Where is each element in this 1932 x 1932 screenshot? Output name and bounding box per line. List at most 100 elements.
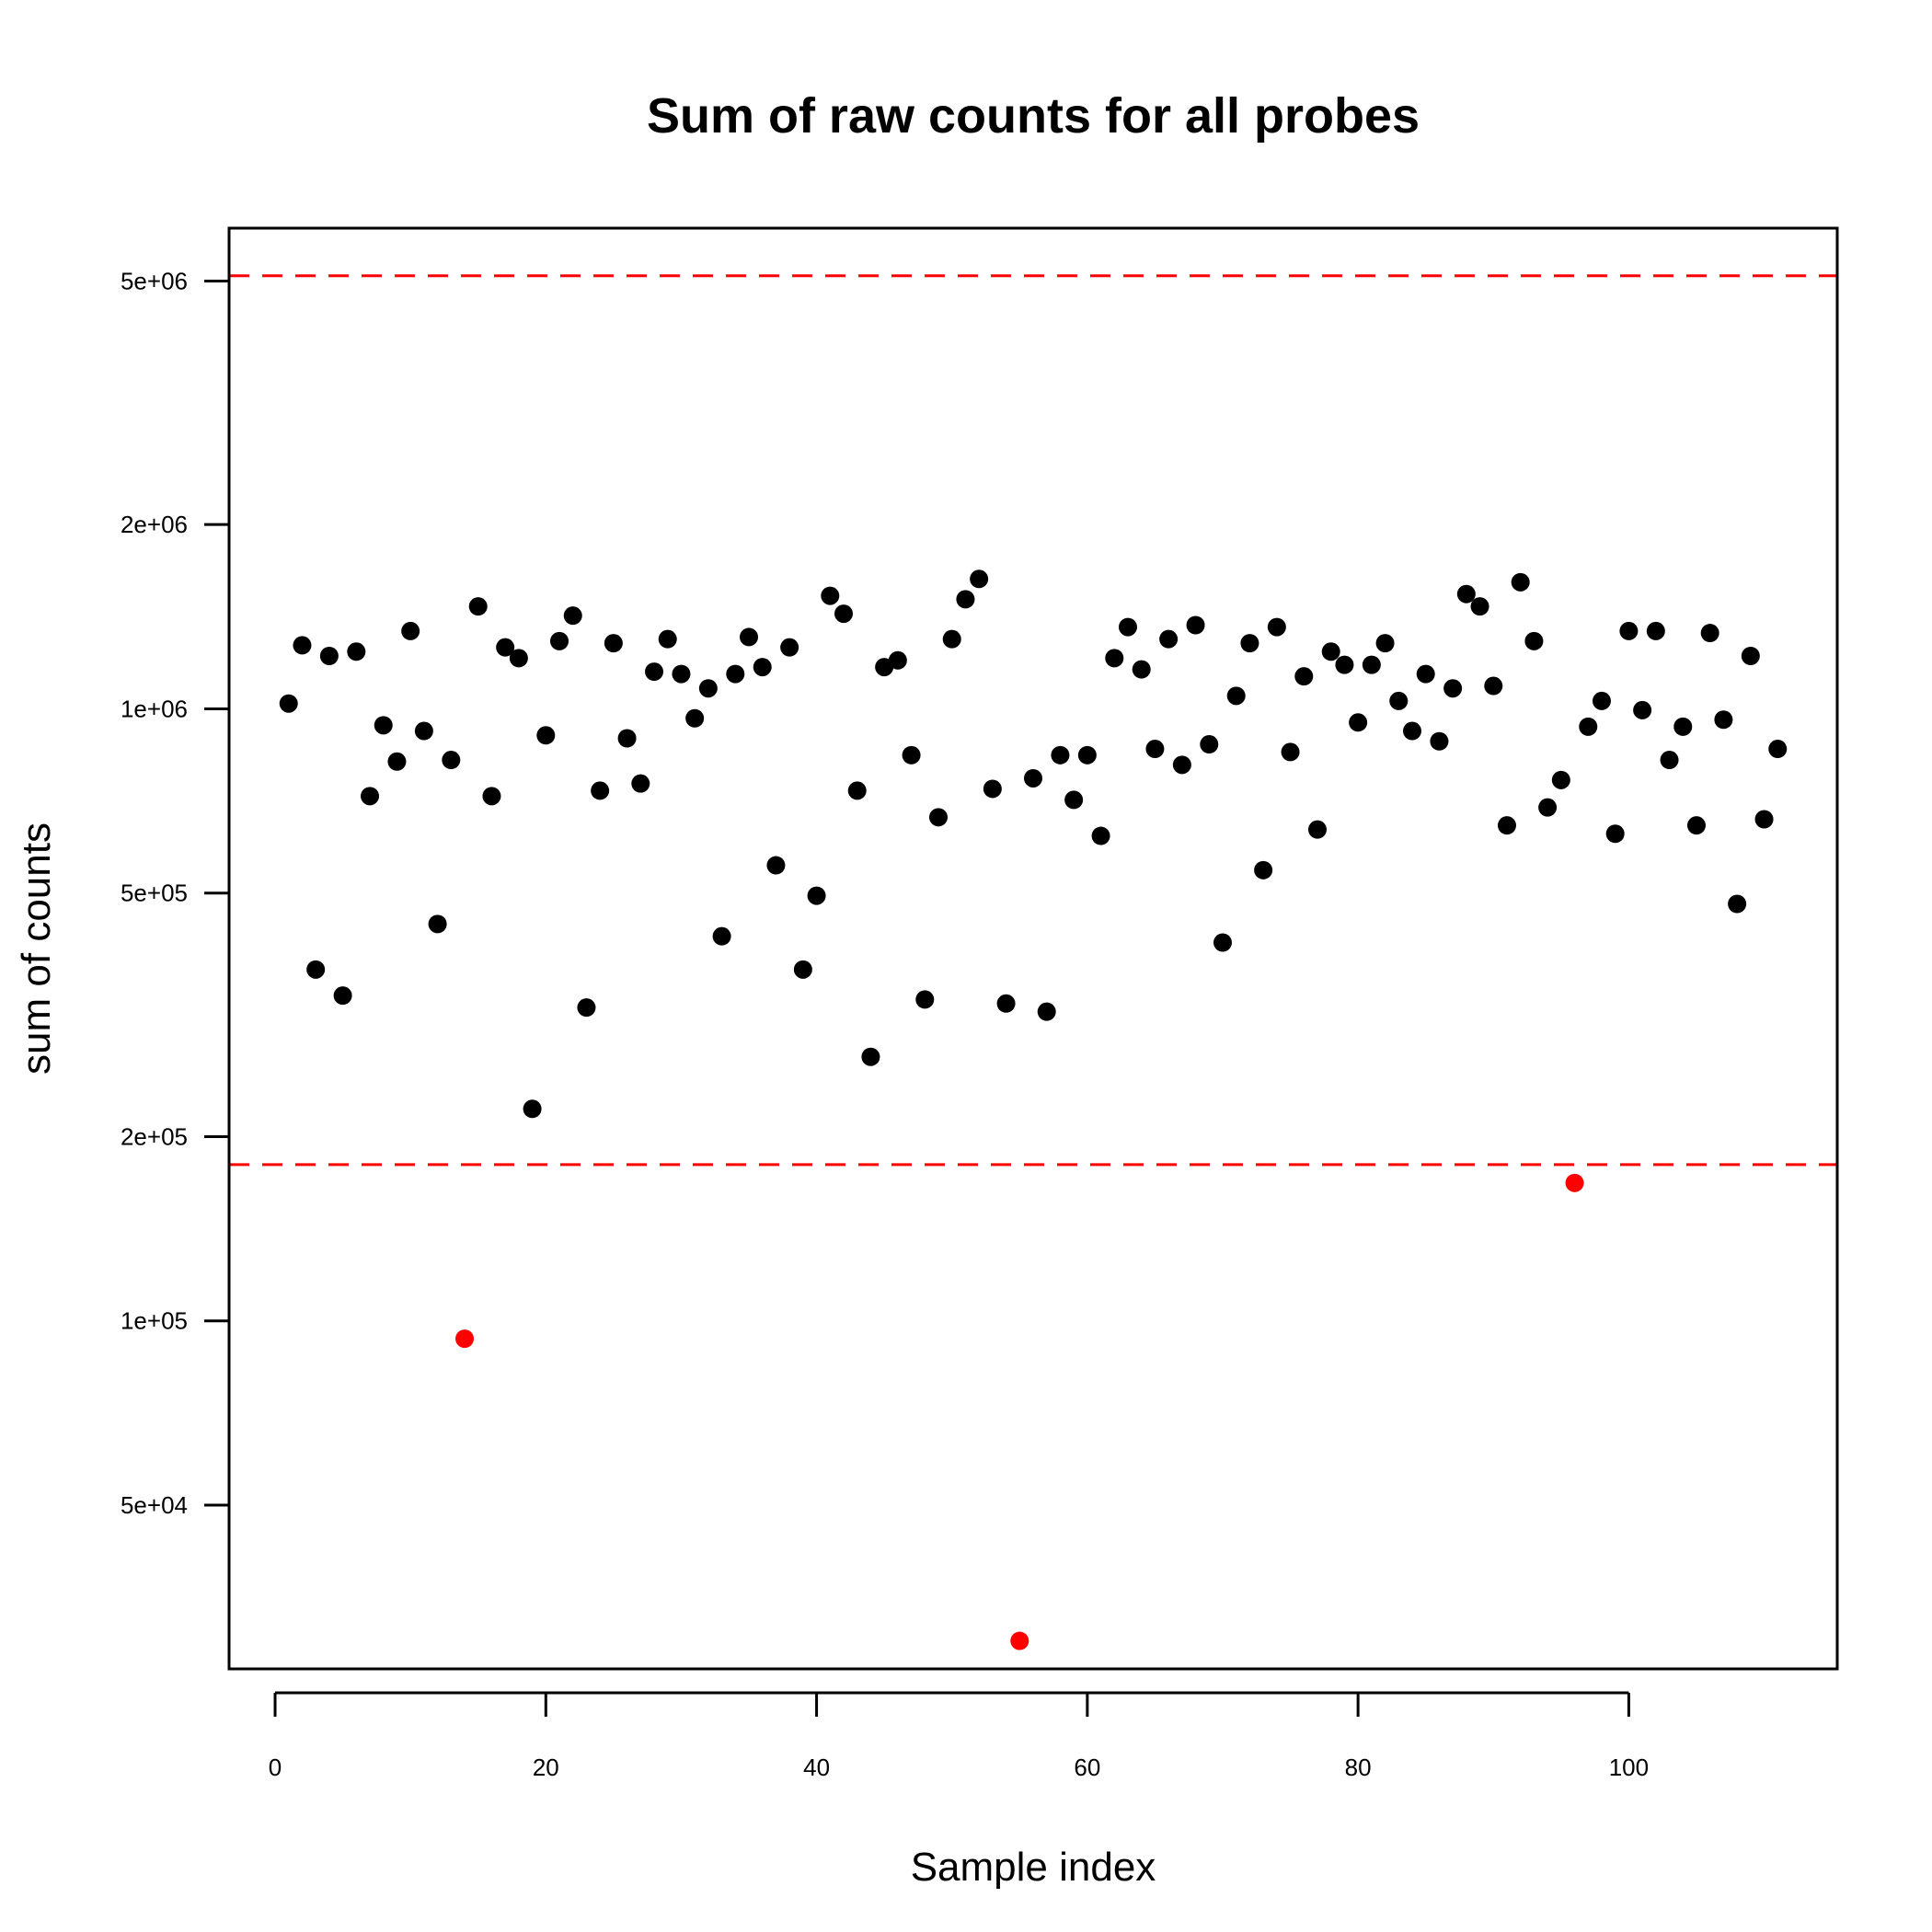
data-point bbox=[698, 679, 718, 698]
y-tick-label: 2e+05 bbox=[121, 1122, 188, 1150]
data-point bbox=[1592, 691, 1611, 710]
x-axis-title: Sample index bbox=[911, 1845, 1156, 1890]
data-point bbox=[807, 886, 826, 905]
data-point bbox=[1741, 646, 1760, 665]
data-point bbox=[1172, 755, 1191, 775]
data-point bbox=[1077, 745, 1097, 765]
data-point bbox=[1267, 617, 1286, 637]
data-point bbox=[279, 694, 298, 713]
x-tick-label: 60 bbox=[1074, 1754, 1100, 1781]
data-point bbox=[401, 621, 420, 640]
data-point bbox=[1633, 700, 1652, 719]
data-point bbox=[523, 1099, 542, 1119]
plot-frame bbox=[227, 226, 1839, 1671]
data-point bbox=[1416, 664, 1435, 684]
data-point bbox=[1362, 655, 1381, 674]
data-point bbox=[550, 631, 569, 650]
data-point bbox=[1307, 820, 1327, 839]
data-point bbox=[1091, 826, 1110, 845]
data-point bbox=[970, 569, 989, 589]
x-tick-label: 80 bbox=[1345, 1754, 1372, 1781]
data-point bbox=[888, 650, 907, 670]
data-point bbox=[1497, 816, 1516, 835]
x-tick-label: 40 bbox=[803, 1754, 830, 1781]
data-point bbox=[726, 664, 745, 684]
data-point bbox=[1349, 713, 1368, 732]
outlier-point bbox=[1565, 1173, 1584, 1192]
data-point bbox=[428, 914, 447, 934]
data-point bbox=[1470, 597, 1489, 616]
data-point bbox=[333, 986, 352, 1006]
y-tick-label: 5e+05 bbox=[121, 880, 188, 907]
data-point bbox=[496, 638, 515, 657]
data-point bbox=[1064, 790, 1084, 810]
data-point bbox=[1754, 810, 1774, 829]
data-point bbox=[1159, 629, 1179, 649]
data-point bbox=[929, 808, 949, 827]
data-point bbox=[617, 729, 637, 748]
data-point bbox=[1335, 655, 1354, 674]
data-point bbox=[1240, 634, 1259, 653]
data-point bbox=[1579, 717, 1598, 736]
data-point bbox=[1686, 816, 1706, 835]
data-points bbox=[279, 569, 1788, 1650]
x-tick-label: 20 bbox=[533, 1754, 559, 1781]
data-point bbox=[1443, 679, 1463, 698]
data-point bbox=[1186, 615, 1205, 635]
data-point bbox=[1226, 686, 1246, 706]
data-point bbox=[1375, 634, 1395, 653]
data-point bbox=[591, 781, 610, 800]
data-point bbox=[604, 634, 623, 653]
data-point bbox=[1700, 624, 1719, 643]
chart-title: Sum of raw counts for all probes bbox=[647, 88, 1420, 144]
data-point bbox=[1118, 617, 1137, 637]
data-point bbox=[1538, 798, 1558, 817]
data-point bbox=[847, 781, 867, 800]
data-point bbox=[915, 990, 935, 1009]
data-point bbox=[740, 627, 759, 647]
data-point bbox=[996, 994, 1016, 1013]
data-point bbox=[1213, 933, 1232, 952]
data-point bbox=[1037, 1002, 1056, 1021]
data-point bbox=[319, 646, 339, 665]
data-point bbox=[536, 726, 556, 745]
data-point bbox=[1768, 740, 1788, 759]
y-tick-label: 1e+06 bbox=[121, 695, 188, 722]
x-tick-label: 0 bbox=[269, 1754, 282, 1781]
data-point bbox=[1660, 751, 1679, 770]
data-point bbox=[1714, 710, 1733, 730]
data-point bbox=[672, 664, 691, 684]
data-point bbox=[1456, 584, 1476, 604]
data-point bbox=[577, 998, 596, 1018]
data-point bbox=[1024, 768, 1042, 788]
data-point bbox=[1728, 894, 1747, 914]
data-point bbox=[753, 658, 772, 677]
data-point bbox=[293, 636, 312, 655]
data-point bbox=[482, 787, 501, 806]
data-point bbox=[956, 590, 975, 609]
data-point bbox=[658, 629, 677, 649]
data-point bbox=[793, 960, 812, 979]
data-point bbox=[563, 606, 582, 626]
y-tick-label: 5e+06 bbox=[121, 267, 188, 294]
x-tick-label: 100 bbox=[1609, 1754, 1649, 1781]
data-point bbox=[1389, 691, 1409, 710]
data-point bbox=[712, 926, 731, 946]
data-point bbox=[442, 751, 461, 770]
data-point bbox=[1619, 621, 1639, 640]
y-tick-label: 5e+04 bbox=[121, 1491, 188, 1519]
data-point bbox=[1673, 717, 1693, 736]
data-point bbox=[1430, 731, 1449, 751]
y-tick-label: 1e+05 bbox=[121, 1307, 188, 1335]
outlier-point bbox=[455, 1329, 475, 1349]
data-point bbox=[1105, 649, 1124, 668]
data-point bbox=[983, 779, 1002, 799]
data-point bbox=[1132, 660, 1151, 679]
data-point bbox=[1321, 642, 1340, 661]
data-point bbox=[1484, 676, 1503, 696]
data-point bbox=[387, 752, 407, 771]
data-point bbox=[468, 597, 488, 616]
data-point bbox=[374, 716, 393, 735]
data-point bbox=[685, 708, 705, 728]
